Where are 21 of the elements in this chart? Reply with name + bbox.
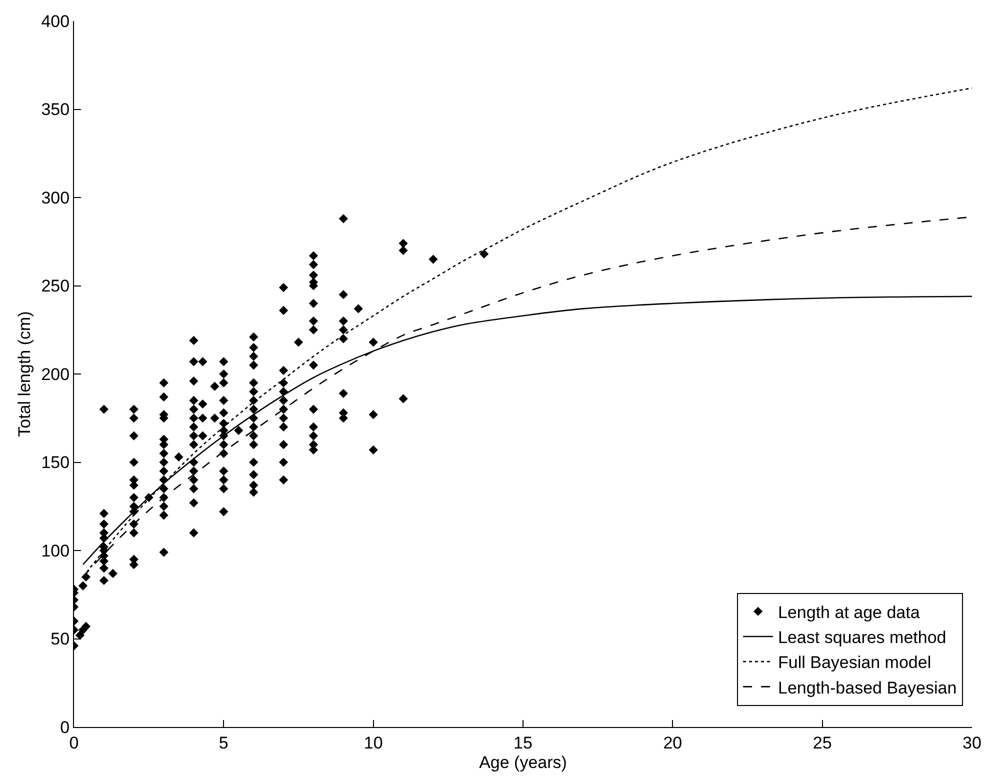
legend-label: Length at age data <box>778 603 920 622</box>
legend-label: Least squares method <box>778 628 946 648</box>
y-tick-label: 350 <box>41 100 70 120</box>
y-tick-label: 50 <box>50 630 70 649</box>
x-tick-label: 10 <box>364 733 383 752</box>
y-tick-label: 250 <box>41 276 70 296</box>
x-tick-label: 25 <box>812 733 832 752</box>
legend-label: Length-based Bayesian <box>778 678 957 698</box>
y-tick-label: 100 <box>41 541 70 560</box>
x-tick-label: 20 <box>663 733 682 752</box>
y-tick-label: 300 <box>41 188 70 208</box>
y-tick-label: 0 <box>60 718 70 737</box>
x-tick-label: 30 <box>962 733 982 752</box>
y-tick-label: 400 <box>41 12 70 31</box>
y-tick-label: 150 <box>41 453 70 472</box>
x-axis-title: Age (years) <box>479 752 567 772</box>
y-tick-label: 200 <box>41 364 70 384</box>
x-tick-label: 15 <box>514 733 532 752</box>
x-tick-label: 5 <box>218 733 228 752</box>
legend-label: Full Bayesian model <box>778 653 932 672</box>
y-axis-title: Total length (cm) <box>14 311 34 437</box>
